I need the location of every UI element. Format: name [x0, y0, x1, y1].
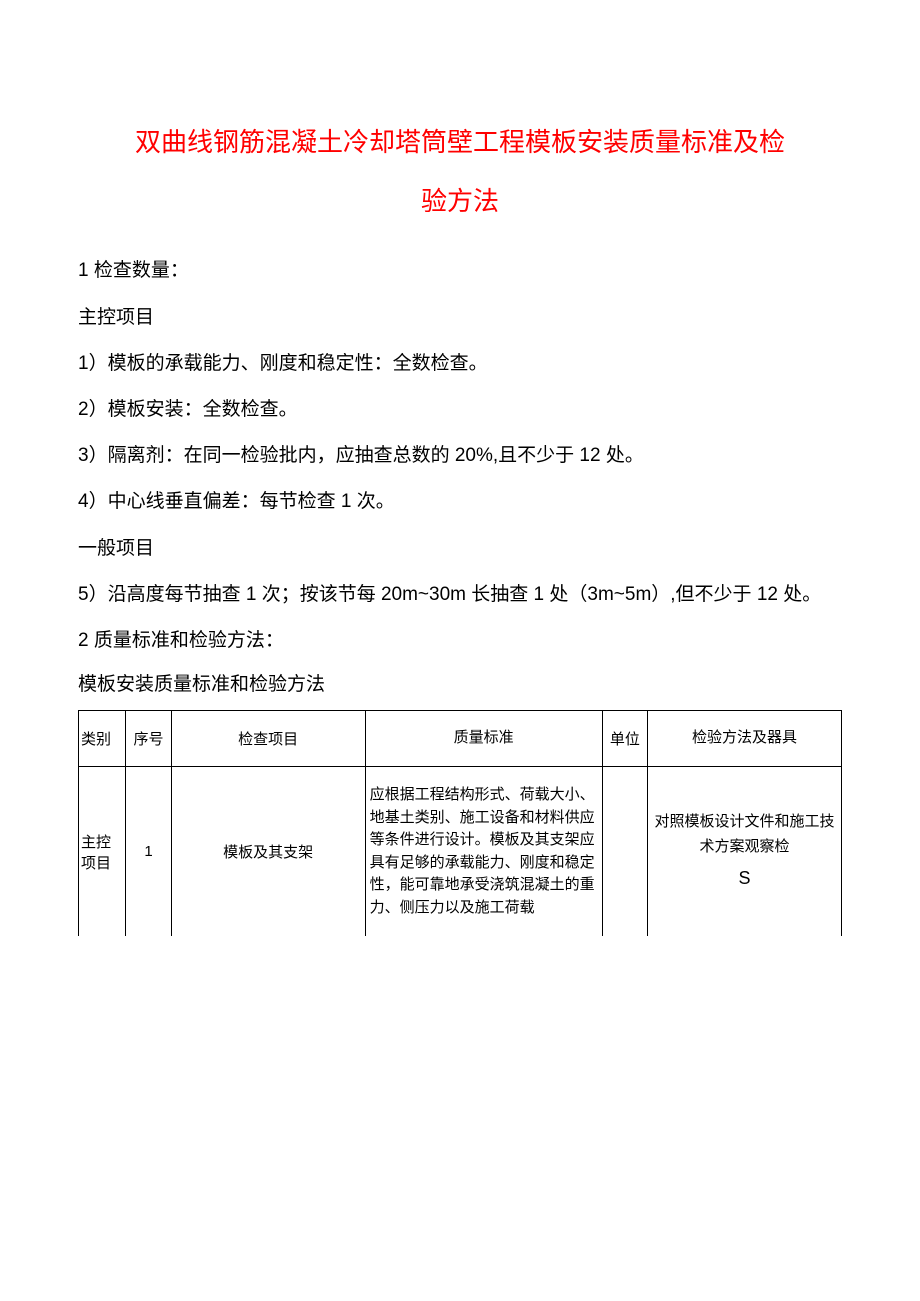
- table-caption: 模板安装质量标准和检验方法: [78, 666, 842, 704]
- cell-unit: [602, 766, 647, 936]
- general-items-label: 一般项目: [78, 528, 842, 570]
- cell-method: 对照模板设计文件和施工技术方案观察检 S: [647, 766, 841, 936]
- section1-heading: 1 检查数量：: [78, 250, 842, 292]
- body-item-5: 5）沿高度每节抽查 1 次；按该节每 20m~30m 长抽查 1 处（3m~5m…: [78, 574, 842, 616]
- section2-heading: 2 质量标准和检验方法：: [78, 620, 842, 662]
- header-unit: 单位: [602, 710, 647, 766]
- body-item-4: 4）中心线垂直偏差：每节检查 1 次。: [78, 481, 842, 523]
- header-category: 类别: [79, 710, 126, 766]
- cell-method-text: 对照模板设计文件和施工技术方案观察检: [654, 814, 834, 856]
- body-item-3: 3）隔离剂：在同一检验批内，应抽查总数的 20%,且不少于 12 处。: [78, 435, 842, 477]
- body-item-2: 2）模板安装：全数检查。: [78, 389, 842, 431]
- header-standard: 质量标准: [365, 710, 602, 766]
- header-item: 检查项目: [171, 710, 365, 766]
- body-item-1: 1）模板的承载能力、刚度和稳定性：全数检查。: [78, 343, 842, 385]
- header-method: 检验方法及器具: [647, 710, 841, 766]
- cell-method-s: S: [652, 863, 837, 894]
- cell-standard: 应根据工程结构形式、荷载大小、地基土类别、施工设备和材料供应等条件进行设计。模板…: [365, 766, 602, 936]
- quality-standards-table: 类别 序号 检查项目 质量标准 单位 检验方法及器具 主控项目 1 模板及其支架…: [78, 710, 842, 937]
- cell-category: 主控项目: [79, 766, 126, 936]
- cell-item: 模板及其支架: [171, 766, 365, 936]
- main-items-label: 主控项目: [78, 297, 842, 339]
- document-title-line1: 双曲线钢筋混凝土冷却塔筒壁工程模板安装质量标准及检: [78, 120, 842, 167]
- cell-seq: 1: [126, 766, 171, 936]
- table-header-row: 类别 序号 检查项目 质量标准 单位 检验方法及器具: [79, 710, 842, 766]
- header-seq: 序号: [126, 710, 171, 766]
- document-title-line2: 验方法: [78, 179, 842, 226]
- table-row: 主控项目 1 模板及其支架 应根据工程结构形式、荷载大小、地基土类别、施工设备和…: [79, 766, 842, 936]
